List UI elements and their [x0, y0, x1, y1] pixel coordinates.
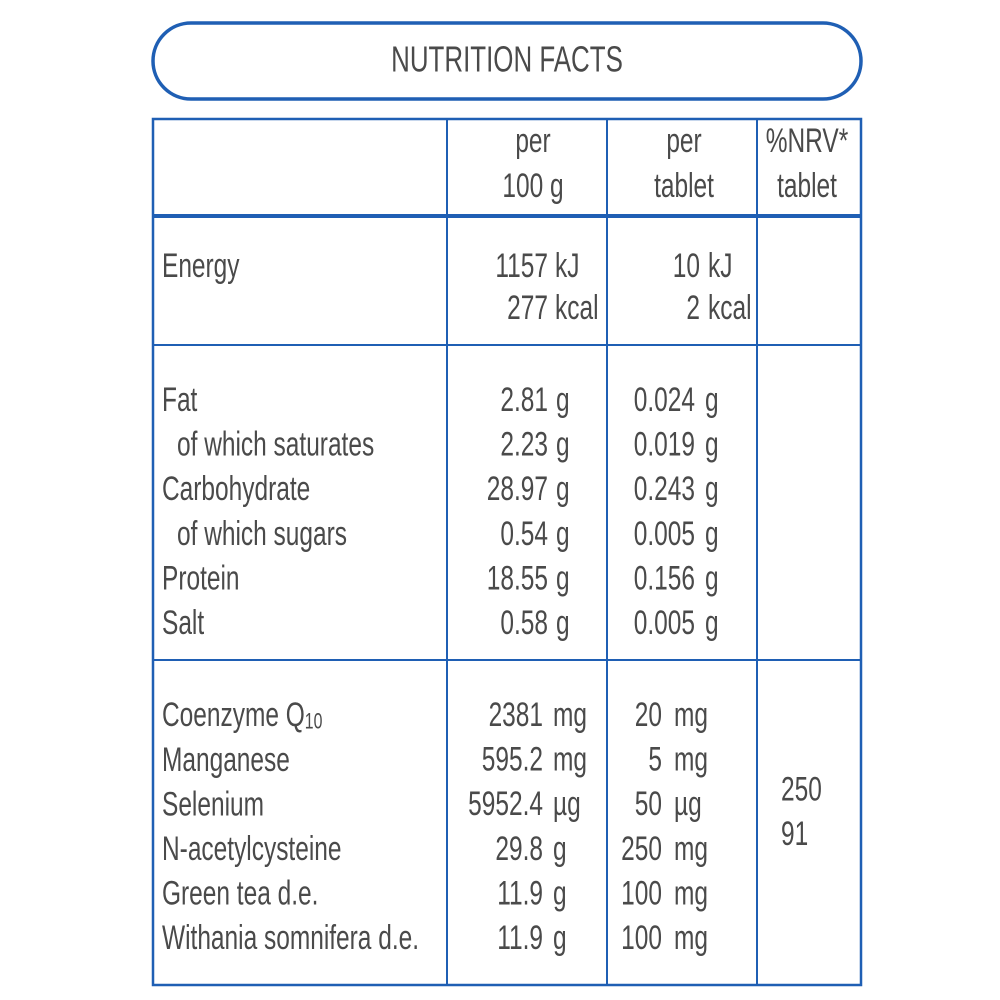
- unit: µg: [553, 785, 581, 823]
- row-label: Manganese: [162, 741, 290, 779]
- value: 277: [507, 289, 548, 327]
- value: 0.005: [634, 604, 695, 642]
- nrv-value: 91: [781, 815, 808, 853]
- unit: mg: [674, 875, 708, 913]
- value: 0.024: [634, 381, 695, 419]
- label-text: Manganese: [162, 741, 290, 779]
- value: 2381: [489, 696, 543, 734]
- value: 100: [621, 919, 662, 957]
- value: 18.55: [487, 560, 548, 598]
- nrv-value: 250: [781, 771, 822, 809]
- value: 11.9: [497, 875, 543, 913]
- value: 2.23: [500, 426, 548, 464]
- unit: g: [556, 515, 570, 553]
- row-label: Selenium: [162, 785, 264, 823]
- label-subscript: 10: [305, 710, 323, 734]
- unit: g: [553, 875, 567, 913]
- row-label: Withania somnifera d.e.: [162, 919, 419, 957]
- label-text: Green tea d.e.: [162, 875, 318, 913]
- unit: g: [556, 381, 570, 419]
- column-header: per: [666, 122, 701, 160]
- row-label: Energy: [162, 247, 240, 285]
- label-text: Withania somnifera d.e.: [162, 919, 419, 957]
- unit: g: [556, 604, 570, 642]
- title: NUTRITION FACTS: [391, 39, 623, 79]
- row-label: Carbohydrate: [162, 470, 310, 508]
- unit: g: [553, 830, 567, 868]
- value: 2.81: [500, 381, 548, 419]
- title-box: [151, 21, 863, 101]
- row-label: N-acetylcysteine: [162, 830, 341, 868]
- row-label: Fat: [162, 381, 198, 419]
- unit: g: [705, 515, 719, 553]
- unit: g: [553, 919, 567, 957]
- row-label: Salt: [162, 604, 205, 642]
- value: 28.97: [487, 470, 548, 508]
- unit: g: [556, 426, 570, 464]
- unit: mg: [674, 696, 708, 734]
- unit: kcal: [708, 289, 752, 327]
- value: 5: [648, 741, 662, 779]
- unit: g: [705, 381, 719, 419]
- value: 5952.4: [468, 785, 543, 823]
- value: 0.156: [634, 560, 695, 598]
- unit: kJ: [555, 247, 579, 285]
- value: 0.243: [634, 470, 695, 508]
- unit: g: [556, 470, 570, 508]
- table-border: [151, 117, 863, 987]
- value: 1157: [495, 247, 548, 285]
- unit: g: [705, 604, 719, 642]
- column-header: 100 g: [502, 167, 563, 205]
- row-label: of which saturates: [177, 426, 374, 464]
- value: 0.005: [634, 515, 695, 553]
- unit: g: [705, 560, 719, 598]
- value: 29.8: [495, 830, 543, 868]
- row-label: Coenzyme Q10: [162, 696, 322, 734]
- unit: mg: [674, 830, 708, 868]
- label-text: N-acetylcysteine: [162, 830, 341, 868]
- value: 0.54: [500, 515, 548, 553]
- column-header: %NRV*: [766, 122, 849, 160]
- unit: mg: [674, 919, 708, 957]
- unit: kJ: [708, 247, 732, 285]
- value: 20: [635, 696, 662, 734]
- unit: g: [705, 470, 719, 508]
- unit: µg: [674, 785, 702, 823]
- label-text: Selenium: [162, 785, 264, 823]
- unit: mg: [553, 741, 587, 779]
- row-label: Protein: [162, 560, 240, 598]
- row-label: of which sugars: [177, 515, 347, 553]
- value: 250: [621, 830, 662, 868]
- value: 0.58: [500, 604, 548, 642]
- unit: g: [705, 426, 719, 464]
- value: 11.9: [497, 919, 543, 957]
- column-header: tablet: [654, 167, 714, 205]
- column-header: per: [515, 122, 550, 160]
- value: 10: [673, 247, 700, 285]
- row-label: Green tea d.e.: [162, 875, 318, 913]
- value: 0.019: [634, 426, 695, 464]
- label-text: Coenzyme Q: [162, 696, 305, 734]
- value: 100: [621, 875, 662, 913]
- value: 50: [635, 785, 662, 823]
- unit: kcal: [555, 289, 599, 327]
- unit: mg: [553, 696, 587, 734]
- value: 2: [686, 289, 700, 327]
- unit: mg: [674, 741, 708, 779]
- column-header: tablet: [777, 167, 837, 205]
- unit: g: [556, 560, 570, 598]
- value: 595.2: [482, 741, 543, 779]
